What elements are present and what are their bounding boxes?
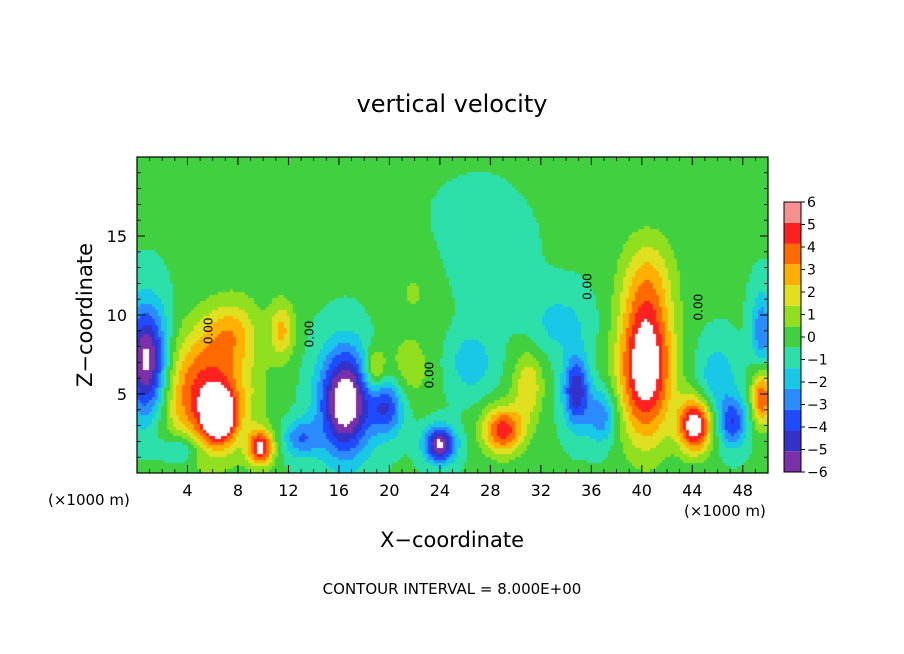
colorbar-label: −2 xyxy=(807,375,828,391)
colorbar-swatch xyxy=(784,368,801,389)
y-tick-label: 15 xyxy=(107,227,127,246)
colorbar-swatch xyxy=(784,451,801,472)
colorbar-label: 0 xyxy=(807,330,816,346)
colorbar-swatch xyxy=(784,347,801,369)
x-tick-label: 8 xyxy=(233,481,243,500)
x-axis: 4 8 12 16 20 24 28 32 36 40 44 48 xyxy=(149,157,756,500)
colorbar-label: 6 xyxy=(807,195,816,211)
plot-area: 0.00 0.00 0.00 0.00 0.00 xyxy=(137,157,768,473)
x-tick-label: 24 xyxy=(430,481,450,500)
x-tick-label: 36 xyxy=(581,481,601,500)
colorbar-label: 1 xyxy=(807,308,816,324)
x-axis-label: X−coordinate xyxy=(380,528,524,552)
colorbar-swatch xyxy=(784,285,801,306)
x-tick-label: 28 xyxy=(480,481,500,500)
contour-label: 0.00 xyxy=(423,362,437,389)
colorbar-swatch xyxy=(784,264,801,286)
colorbar-swatch xyxy=(784,388,801,410)
colorbar-label: 3 xyxy=(807,263,816,279)
colorbar-label: −6 xyxy=(807,465,828,481)
x-tick-label: 40 xyxy=(632,481,652,500)
contour-label: 0.00 xyxy=(202,317,216,344)
colorbar-label: −5 xyxy=(807,443,828,459)
colorbar-swatch xyxy=(784,243,801,265)
x-tick-label: 20 xyxy=(379,481,399,500)
y-tick-label: 5 xyxy=(117,385,127,404)
x-tick-label: 12 xyxy=(278,481,298,500)
colorbar-label: 5 xyxy=(807,218,816,234)
x-axis-unit-right: (×1000 m) xyxy=(684,502,766,520)
colorbar-label: −3 xyxy=(807,398,828,414)
velocity-field xyxy=(137,157,768,473)
colorbar-swatch xyxy=(784,326,801,348)
contour-interval-note: CONTOUR INTERVAL = 8.000E+00 xyxy=(323,580,582,598)
contour-label: 0.00 xyxy=(580,273,594,300)
x-tick-label: 4 xyxy=(182,481,192,500)
y-tick-label: 10 xyxy=(107,306,127,325)
colorbar: −6 −5 −4 −3 −2 −1 0 1 2 3 4 5 6 xyxy=(783,195,828,481)
y-axis: 5 10 15 xyxy=(107,172,768,458)
x-tick-label: 16 xyxy=(329,481,349,500)
colorbar-swatch xyxy=(784,305,801,327)
colorbar-swatch xyxy=(784,409,801,431)
colorbar-label: 2 xyxy=(807,285,816,301)
colorbar-swatch xyxy=(784,222,801,244)
chart-title: vertical velocity xyxy=(357,90,548,118)
contour-label: 0.00 xyxy=(691,294,705,321)
y-axis-label: Z−coordinate xyxy=(73,243,97,387)
colorbar-swatch xyxy=(784,202,801,223)
colorbar-label: −1 xyxy=(807,353,828,369)
colorbar-label: 4 xyxy=(807,240,816,256)
x-tick-label: 44 xyxy=(682,481,702,500)
contour-label: 0.00 xyxy=(303,321,317,348)
colorbar-swatch xyxy=(784,430,801,452)
x-axis-unit-left: (×1000 m) xyxy=(48,491,130,509)
x-tick-label: 48 xyxy=(733,481,753,500)
colorbar-label: −4 xyxy=(807,420,828,436)
x-tick-label: 32 xyxy=(531,481,551,500)
